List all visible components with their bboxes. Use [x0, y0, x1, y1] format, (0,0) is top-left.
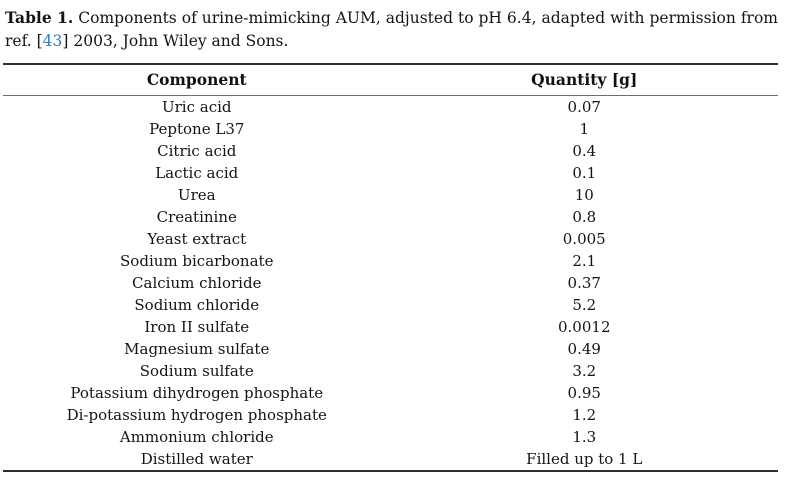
quantity-cell: 2.1 — [572, 251, 597, 270]
quantity-cell: 5.2 — [572, 295, 597, 314]
components-table: Component Quantity [g] Uric acid 0.07 Pept… — [3, 63, 778, 472]
table-row: Distilled water Filled up to 1 L — [3, 448, 778, 471]
table-row: Lactic acid 0.1 — [3, 162, 778, 184]
component-cell: Creatinine — [156, 207, 237, 226]
component-cell: Sodium sulfate — [139, 361, 254, 380]
table-row: Sodium chloride 5.2 — [3, 294, 778, 316]
table-row: Sodium sulfate 3.2 — [3, 360, 778, 382]
component-cell: Lactic acid — [155, 163, 239, 182]
table-row: Urea 10 — [3, 184, 778, 206]
quantity-cell: 0.005 — [562, 229, 606, 248]
component-cell: Distilled water — [140, 449, 253, 468]
table-row: Calcium chloride 0.37 — [3, 272, 778, 294]
component-cell: Uric acid — [161, 97, 232, 116]
table-row: Di-potassium hydrogen phosphate 1.2 — [3, 404, 778, 426]
quantity-cell: 1 — [579, 119, 590, 138]
quantity-cell: 0.49 — [567, 339, 601, 358]
table-row: Potassium dihydrogen phosphate 0.95 — [3, 382, 778, 404]
caption-text: Components of urine-mimicking AUM, adjus… — [78, 9, 778, 27]
component-cell: Sodium chloride — [134, 295, 260, 314]
caption-line-2: ref. [43] 2003, John Wiley and Sons. — [5, 30, 778, 53]
quantity-cell: 0.95 — [567, 383, 601, 402]
quantity-cell: 0.4 — [572, 141, 597, 160]
table-body: Uric acid 0.07 Peptone L37 1 Citric acid 0.4 L… — [3, 95, 778, 471]
table-row: Yeast extract 0.005 — [3, 228, 778, 250]
component-cell: Peptone L37 — [149, 119, 245, 138]
component-cell: Citric acid — [157, 141, 237, 160]
reference-link[interactable]: 43 — [42, 32, 63, 50]
table-caption-label: Table 1. — [5, 8, 74, 27]
quantity-cell: 0.8 — [572, 207, 597, 226]
quantity-cell: 0.0012 — [558, 317, 611, 336]
table-row: Magnesium sulfate 0.49 — [3, 338, 778, 360]
table-row: Sodium bicarbonate 2.1 — [3, 250, 778, 272]
component-cell: Urea — [177, 185, 216, 204]
caption-text-before-ref: ref. [ — [5, 32, 43, 50]
table-row: Uric acid 0.07 — [3, 95, 778, 118]
quantity-cell: 3.2 — [572, 361, 597, 380]
quantity-cell: 1.3 — [572, 427, 597, 446]
component-cell: Di-potassium hydrogen phosphate — [66, 405, 327, 424]
component-cell: Ammonium chloride — [119, 427, 274, 446]
column-header-quantity: Quantity [g] — [390, 64, 778, 96]
quantity-cell: 1.2 — [572, 405, 597, 424]
component-cell: Yeast extract — [147, 229, 247, 248]
table-header-row: Component Quantity [g] — [3, 64, 778, 96]
component-cell: Potassium dihydrogen phosphate — [70, 383, 324, 402]
table-row: Ammonium chloride 1.3 — [3, 426, 778, 448]
quantity-cell: 0.37 — [567, 273, 601, 292]
caption-text-after-ref: ] 2003, John Wiley and Sons. — [62, 32, 289, 50]
column-header-component: Component — [3, 64, 391, 96]
quantity-cell: 10 — [574, 185, 594, 204]
quantity-cell: 0.1 — [572, 163, 597, 182]
quantity-cell: Filled up to 1 L — [526, 449, 643, 468]
table-caption: Table 1. Components of urine-mimicking A… — [5, 6, 778, 53]
component-cell: Iron II sulfate — [144, 317, 250, 336]
table-row: Creatinine 0.8 — [3, 206, 778, 228]
table-row: Peptone L37 1 — [3, 118, 778, 140]
component-cell: Sodium bicarbonate — [120, 251, 274, 270]
component-cell: Calcium chloride — [132, 273, 262, 292]
quantity-cell: 0.07 — [567, 97, 601, 116]
table-row: Iron II sulfate 0.0012 — [3, 316, 778, 338]
component-cell: Magnesium sulfate — [124, 339, 270, 358]
caption-line-1: Table 1. Components of urine-mimicking A… — [5, 6, 778, 30]
table-row: Citric acid 0.4 — [3, 140, 778, 162]
